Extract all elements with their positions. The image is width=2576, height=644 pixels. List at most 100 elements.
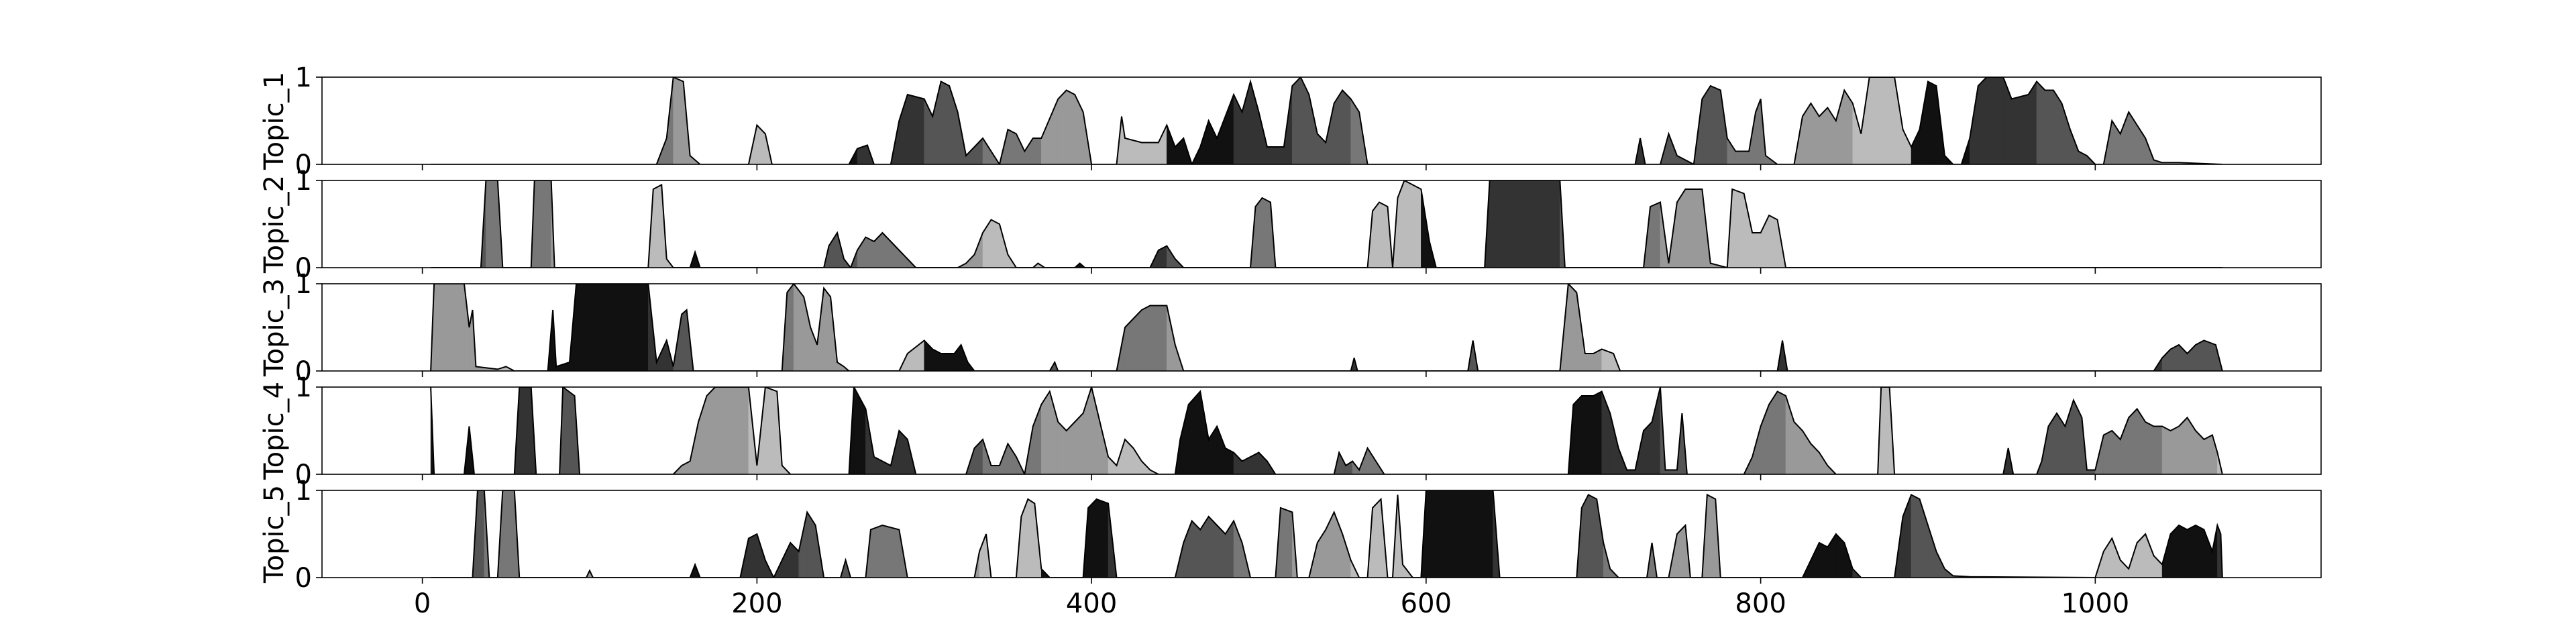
area-segment — [2056, 412, 2065, 474]
area-segment — [1827, 107, 1837, 164]
area-segment — [1133, 309, 1142, 371]
series-outline — [431, 77, 2222, 164]
area-segment — [1087, 498, 1097, 578]
area-segment — [2128, 111, 2137, 164]
area-segment — [666, 77, 674, 164]
area-segment — [2178, 417, 2188, 474]
area-segment — [810, 327, 818, 371]
area-segment — [782, 542, 791, 578]
area-segment — [1008, 443, 1017, 474]
y-tick-label: 0 — [295, 460, 312, 490]
area-segment — [1028, 498, 1035, 578]
area-segment — [1860, 77, 1870, 164]
area-segment — [2145, 421, 2154, 474]
area-segment — [2161, 426, 2171, 474]
area-segment — [1216, 426, 1226, 474]
area-segment — [1233, 94, 1242, 164]
area-segment — [1342, 89, 1351, 164]
area-segment — [1489, 180, 1560, 268]
area-segment — [982, 137, 991, 164]
area-segment — [1588, 494, 1597, 578]
area-segment — [2137, 408, 2146, 474]
area-segment — [1880, 387, 1890, 474]
area-segment — [2073, 400, 2082, 474]
area-segment — [803, 297, 811, 371]
area-segment — [464, 284, 470, 371]
area-segment — [1233, 521, 1242, 578]
area-segment — [2195, 525, 2204, 578]
area-segment — [2036, 80, 2045, 164]
x-tick-label: 200 — [731, 588, 782, 619]
axes-frame — [321, 490, 2322, 578]
area-segment — [486, 180, 498, 268]
axes-frame — [321, 386, 2322, 475]
area-segment — [1911, 494, 1920, 578]
area-segment — [870, 525, 883, 578]
area-segment — [1573, 395, 1582, 474]
area-segment — [1986, 77, 2004, 164]
area-segment — [1091, 387, 1100, 474]
area-segment — [2170, 426, 2180, 474]
y-tick-label: 0 — [295, 563, 312, 594]
x-tick-label: 0 — [414, 588, 431, 619]
area-segment — [2120, 111, 2129, 164]
area-segment — [907, 339, 925, 371]
area-segment — [757, 124, 766, 164]
area-segment — [1250, 81, 1259, 164]
area-segment — [1199, 515, 1209, 578]
area-segment — [1978, 77, 1987, 164]
area-segment — [1852, 103, 1862, 164]
area-series — [431, 180, 2222, 268]
area-segment — [2011, 94, 2029, 164]
area-segment — [2204, 435, 2213, 474]
area-segment — [1188, 390, 1201, 474]
area-segment — [1426, 490, 1493, 578]
area-segment — [1024, 137, 1034, 164]
area-segment — [1258, 451, 1268, 474]
area-segment — [2195, 340, 2204, 371]
area-segment — [2061, 103, 2071, 164]
area-segment — [706, 387, 716, 474]
area-segment — [714, 387, 749, 474]
area-segment — [653, 184, 662, 268]
area-segment — [1242, 81, 1251, 164]
area-segment — [1208, 120, 1218, 164]
area-segment — [1350, 98, 1360, 164]
area-segment — [2204, 529, 2213, 578]
area-segment — [1811, 102, 1820, 164]
area-segment — [853, 387, 866, 474]
y-tick-label: 1 — [295, 372, 312, 403]
axes-frame — [321, 180, 2322, 268]
area-segment — [2153, 426, 2163, 474]
area-segment — [1911, 129, 1920, 164]
area-segment — [991, 219, 1000, 268]
area-segment — [502, 490, 515, 578]
area-segment — [1650, 202, 1661, 268]
x-axis: 0 200 400 600 800 1000 — [414, 588, 2129, 619]
area-segment — [1066, 90, 1075, 164]
area-segment — [1685, 189, 1703, 268]
area-segment — [534, 180, 551, 268]
area-segment — [1581, 395, 1594, 474]
area-segment — [865, 237, 875, 268]
area-segment — [1133, 447, 1142, 474]
area-segment — [2103, 430, 2112, 474]
axes-frame — [321, 76, 2322, 165]
area-segment — [1835, 90, 1845, 164]
area-segment — [2028, 80, 2037, 164]
area-segment — [1096, 498, 1109, 578]
area-segment — [1191, 520, 1201, 578]
area-segment — [2128, 408, 2137, 474]
area-series — [430, 387, 2223, 474]
y-tick-label: 1 — [295, 476, 312, 506]
area-segment — [1367, 447, 1377, 474]
area-segment — [1768, 215, 1778, 268]
series-outline — [430, 284, 2223, 371]
area-segment — [477, 490, 485, 578]
area-segment — [1267, 146, 1285, 164]
area-segment — [1292, 77, 1301, 164]
